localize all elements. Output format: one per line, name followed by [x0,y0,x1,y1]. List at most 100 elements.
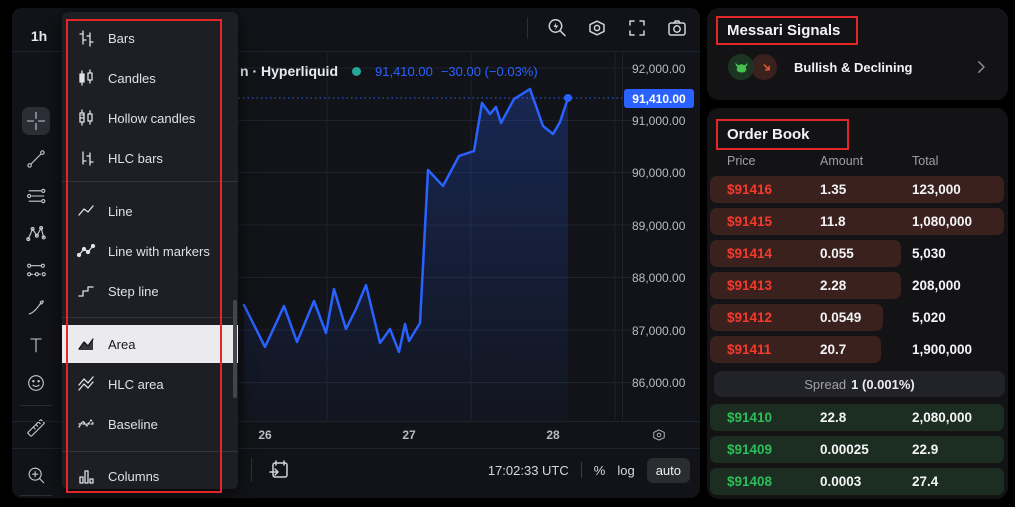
menu-item-area[interactable]: Area [62,325,238,363]
depth-bar [710,404,1004,431]
bid-row[interactable]: $91409 0.00025 22.9 [710,436,1004,463]
price-chart[interactable] [74,51,634,421]
ask-amount: 0.0549 [820,310,862,325]
columns-icon [79,470,94,484]
ask-row[interactable]: $91412 0.0549 5,020 [710,304,1004,331]
y-tick: 87,000.00 [632,324,686,338]
x-tick: 28 [546,428,560,442]
spread-row: Spread 1 (0.001%) [714,371,1005,397]
menu-item-line-with-markers[interactable]: Line with markers [62,231,238,271]
time-axis[interactable]: 26 27 28 [12,421,700,449]
ask-amount: 2.28 [820,278,847,293]
depth-bar [710,240,902,267]
ask-row[interactable]: $91415 11.8 1,080,000 [710,208,1004,235]
menu-item-hollow-candles[interactable]: Hollow candles [62,98,238,138]
messari-signal-row[interactable]: Bullish & Declining [728,54,992,80]
order-book-title: Order Book [727,126,810,143]
ask-row[interactable]: $91413 2.28 208,000 [710,272,1004,299]
auto-scale-button[interactable]: auto [646,457,690,483]
bid-total: 2,080,000 [912,410,973,425]
area-fill [244,89,568,421]
menu-item-step-line[interactable]: Step line [62,271,238,311]
menu-item-label: Area [108,336,136,352]
ask-price: $91412 [727,310,773,325]
total-column-header: Total [912,154,939,168]
order-book-card: Order Book Price Amount Total $91416 1.3… [707,108,1008,499]
bid-price: $91408 [727,474,773,489]
symbol-header: n · Hyperliquid 91,410.00 −30.00 (−0.03%… [240,62,538,80]
bid-row[interactable]: $91408 0.0003 27.4 [710,468,1004,495]
bid-amount: 22.8 [820,410,847,425]
bid-total: 22.9 [912,442,939,457]
spread-value: 1 (0.001%) [851,376,915,392]
symbol-name[interactable]: n · Hyperliquid [240,63,338,79]
xabcd-pattern-tool[interactable] [22,220,50,248]
trend-line-tool[interactable] [22,145,50,173]
menu-separator [62,317,238,318]
menu-item-label: Line with markers [108,243,210,259]
ask-row[interactable]: $91414 0.055 5,030 [710,240,1004,267]
chart-type-menu: Bars Candles Hollow candles HLC bars Lin… [62,12,238,489]
menu-item-baseline[interactable]: Baseline [62,404,238,444]
menu-item-label: Candles [108,70,156,86]
timeframe-button[interactable]: 1h [30,28,48,44]
ask-total: 123,000 [912,182,961,197]
quick-search-icon[interactable] [544,15,570,41]
depth-bar [710,468,1004,495]
ask-row[interactable]: $91411 20.7 1,900,000 [710,336,1004,363]
text-tool[interactable] [22,331,50,359]
y-tick: 89,000.00 [632,219,686,233]
menu-item-label: HLC area [108,376,164,392]
toolbar-separator [527,17,528,39]
bid-price: $91409 [727,442,773,457]
ask-total: 1,900,000 [912,342,973,357]
menu-item-columns[interactable]: Columns [62,457,238,495]
crosshair-tool[interactable] [22,107,50,135]
drawing-toolbar [12,51,60,498]
axis-settings-icon[interactable] [650,426,668,444]
menu-scrollbar[interactable] [233,300,237,398]
menu-item-bars[interactable]: Bars [62,18,238,58]
go-to-date-icon[interactable] [266,457,292,483]
menu-item-label: Step line [108,283,159,299]
depth-bar [710,304,884,331]
signal-text: Bullish & Declining [794,59,913,75]
messari-title: Messari Signals [727,22,841,39]
menu-item-line[interactable]: Line [62,191,238,231]
line-with-markers-icon [76,243,96,258]
menu-item-label: Bars [108,30,135,46]
fullscreen-icon[interactable] [624,15,650,41]
percent-scale-button[interactable]: % [593,462,606,478]
log-scale-button[interactable]: log [617,462,635,478]
ask-total: 208,000 [912,278,961,293]
ask-price: $91413 [727,278,773,293]
depth-bar [710,208,1004,235]
bid-row[interactable]: $91410 22.8 2,080,000 [710,404,1004,431]
y-tick: 92,000.00 [632,62,686,76]
depth-bar [710,436,1004,463]
zoom-in-tool[interactable] [22,461,50,489]
emoji-tool[interactable] [22,369,50,397]
menu-item-hlc-area[interactable]: HLC area [62,364,238,404]
amount-column-header: Amount [820,154,864,168]
projection-tool[interactable] [22,256,50,284]
camera-snapshot-icon[interactable] [664,15,690,41]
menu-item-hlc-bars[interactable]: HLC bars [62,138,238,178]
depth-bar [710,336,881,363]
brush-tool[interactable] [22,294,50,322]
menu-separator [62,451,238,452]
ask-row[interactable]: $91416 1.35 123,000 [710,176,1004,203]
menu-item-candles[interactable]: Candles [62,58,238,98]
last-price-label: 91,410.00 [624,89,694,108]
settings-icon[interactable] [584,15,610,41]
bars-icon [79,30,94,47]
bid-price: $91410 [727,410,773,425]
fib-lines-tool[interactable] [22,182,50,210]
x-tick: 26 [258,428,272,442]
clock-utc[interactable]: 17:02:33 UTC [487,462,569,478]
price-axis[interactable]: 92,000.00 91,000.00 90,000.00 89,000.00 … [622,51,700,421]
line-icon [78,205,94,216]
ask-amount: 20.7 [820,342,847,357]
chevron-right-icon[interactable] [972,58,990,81]
